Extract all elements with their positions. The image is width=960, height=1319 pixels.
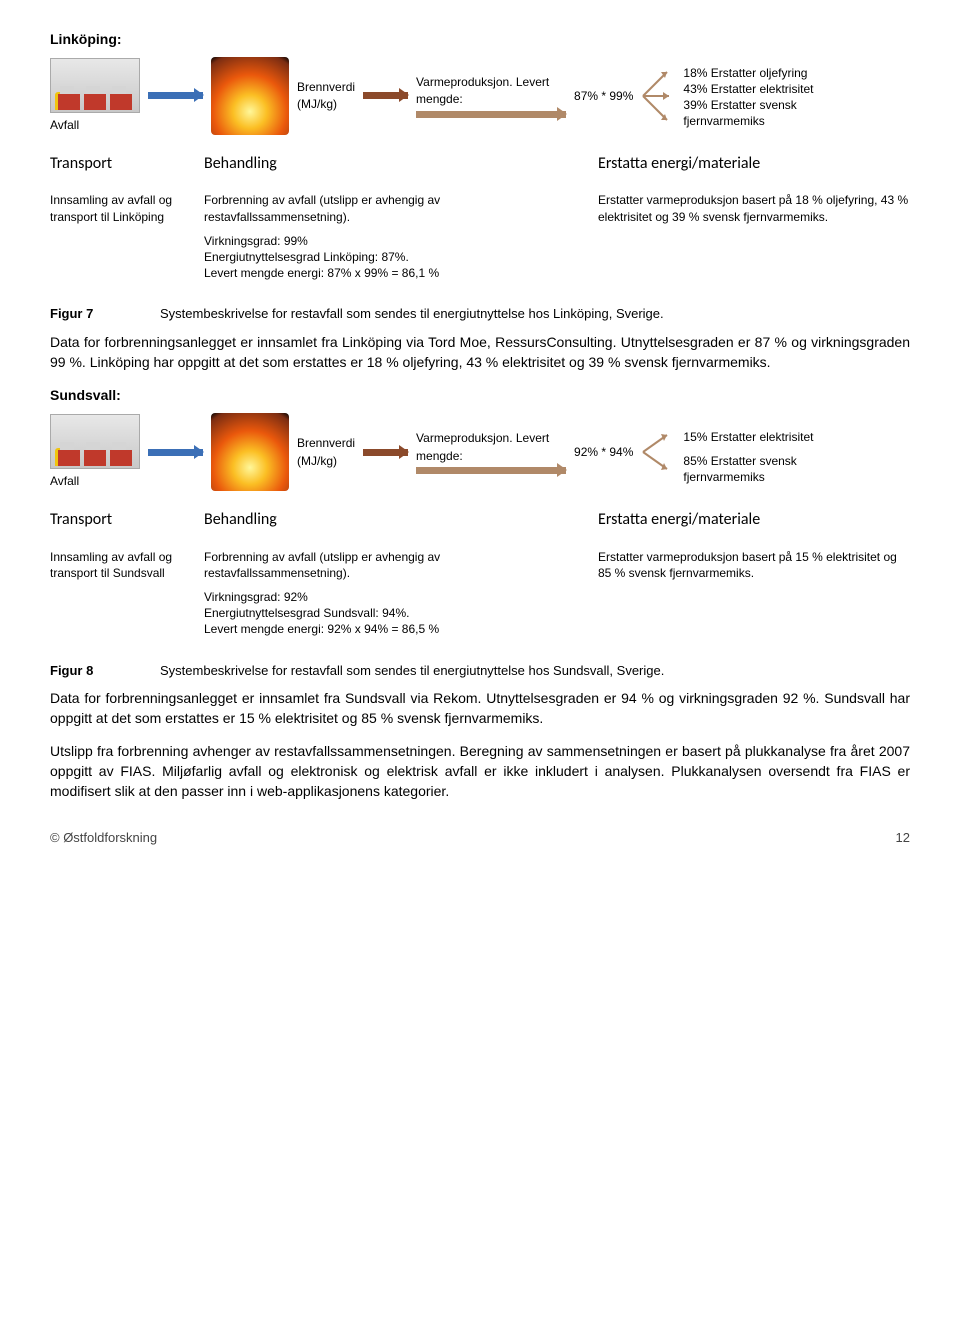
figur7-caption: Figur 7 Systembeskrivelse for restavfall… — [50, 305, 910, 323]
outputs-list: 15% Erstatter elektrisitet 85% Erstatter… — [683, 429, 843, 475]
sundsvall-paragraph2: Utslipp fra forbrenning avhenger av rest… — [50, 742, 910, 801]
col-cell: Forbrenning av avfall (utslipp er avheng… — [204, 192, 574, 281]
col-header: Behandling — [204, 153, 574, 175]
varme-label: Varmeproduksjon. Levert mengde: .arrow-l… — [416, 74, 566, 117]
footer-page: 12 — [896, 829, 910, 847]
split-arrows-icon — [641, 66, 675, 126]
calc-label: 87% * 99% — [574, 88, 633, 104]
col-cell: Innsamling av avfall og transport til Su… — [50, 549, 180, 638]
split-arrows-icon — [641, 429, 675, 475]
col-header: Erstatta energi/materiale — [598, 509, 910, 531]
arrow-icon: .arrow-line[style*="8b4a2b"]::after{bord… — [363, 92, 408, 99]
col-cell: Erstatter varmeproduksjon basert på 15 %… — [598, 549, 910, 638]
arrow-icon: .arrow-line[style*="3b6fb6"]::after{bord… — [148, 92, 203, 99]
sundsvall-title: Sundsvall: — [50, 386, 910, 405]
fire-icon — [211, 413, 289, 491]
avfall-label: Avfall — [50, 117, 140, 133]
trucks-icon — [50, 414, 140, 469]
col-cell: Forbrenning av avfall (utslipp er avheng… — [204, 549, 574, 638]
sundsvall-table: Transport Behandling Erstatta energi/mat… — [50, 509, 910, 638]
linkoping-flow: Avfall .arrow-line[style*="3b6fb6"]::aft… — [50, 57, 910, 135]
avfall-label: Avfall — [50, 473, 140, 489]
fire-icon — [211, 57, 289, 135]
col-header: Erstatta energi/materiale — [598, 153, 910, 175]
sundsvall-paragraph1: Data for forbrenningsanlegget er innsaml… — [50, 689, 910, 728]
arrow-icon — [148, 449, 203, 456]
linkoping-paragraph: Data for forbrenningsanlegget er innsaml… — [50, 333, 910, 372]
col-header: Behandling — [204, 509, 574, 531]
varme-label: Varmeproduksjon. Levert mengde: — [416, 430, 566, 473]
col-header: Transport — [50, 153, 180, 175]
col-cell: Innsamling av avfall og transport til Li… — [50, 192, 180, 281]
footer-left: © Østfoldforskning — [50, 829, 157, 847]
sundsvall-flow: Avfall Brennverdi (MJ/kg) Varmeproduksjo… — [50, 413, 910, 491]
linkoping-table: Transport Behandling Erstatta energi/mat… — [50, 153, 910, 282]
figur8-caption: Figur 8 Systembeskrivelse for restavfall… — [50, 662, 910, 680]
brennverdi-label: Brennverdi (MJ/kg) — [297, 79, 355, 112]
page-footer: © Østfoldforskning 12 — [50, 829, 910, 847]
arrow-icon — [363, 449, 408, 456]
calc-label: 92% * 94% — [574, 444, 633, 460]
linkoping-title: Linköping: — [50, 30, 910, 49]
brennverdi-label: Brennverdi (MJ/kg) — [297, 435, 355, 468]
col-header: Transport — [50, 509, 180, 531]
col-cell: Erstatter varmeproduksjon basert på 18 %… — [598, 192, 910, 281]
outputs-list: 18% Erstatter oljefyring 43% Erstatter e… — [683, 65, 843, 127]
trucks-icon — [50, 58, 140, 113]
